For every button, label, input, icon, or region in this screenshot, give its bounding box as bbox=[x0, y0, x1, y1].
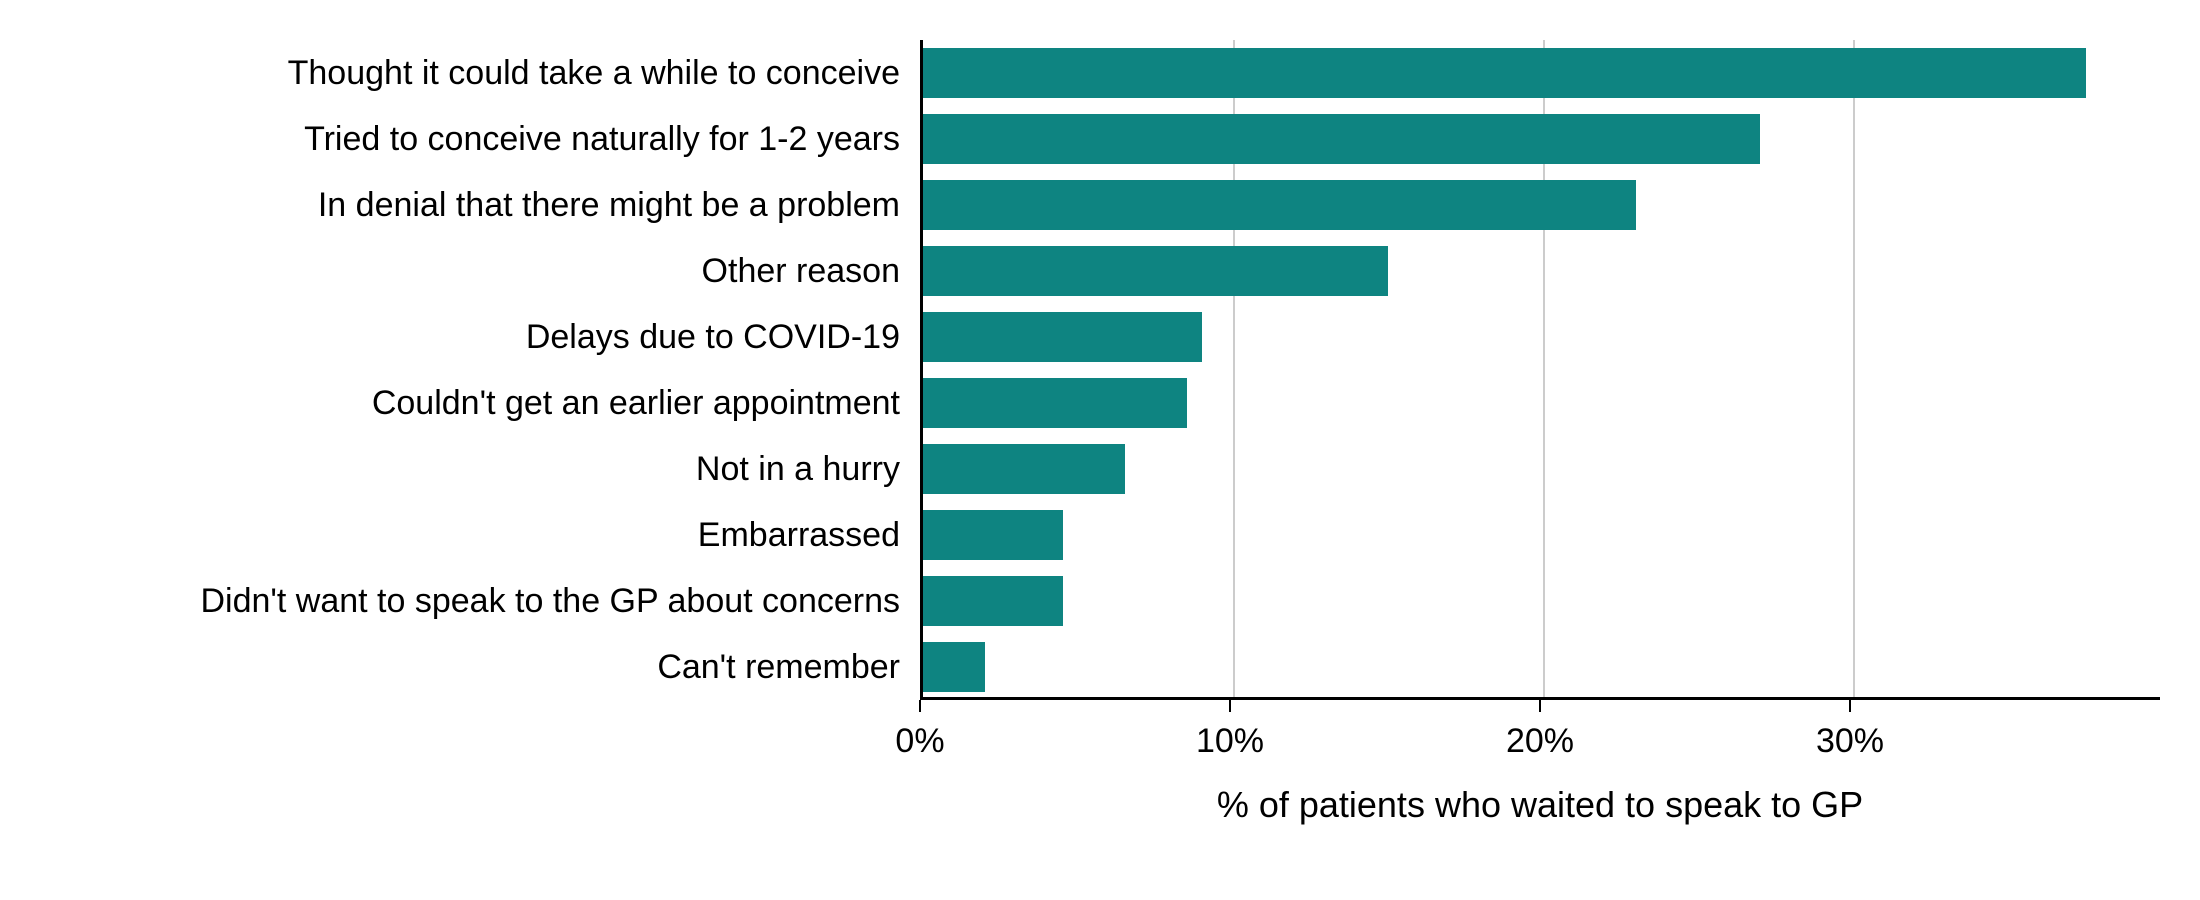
bar bbox=[923, 312, 1202, 363]
x-tick-mark bbox=[1229, 700, 1231, 712]
plot-area bbox=[920, 40, 2160, 700]
x-tick-label: 30% bbox=[1816, 722, 1884, 761]
bar bbox=[923, 642, 985, 693]
x-tick-label: 10% bbox=[1196, 722, 1264, 761]
x-tick-mark bbox=[919, 700, 921, 712]
category-label: Delays due to COVID-19 bbox=[0, 312, 900, 363]
category-label: Tried to conceive naturally for 1-2 year… bbox=[0, 114, 900, 165]
x-tick-label: 20% bbox=[1506, 722, 1574, 761]
bar bbox=[923, 180, 1636, 231]
gridline bbox=[1853, 40, 1855, 697]
bar bbox=[923, 444, 1125, 495]
category-label: Can't remember bbox=[0, 642, 900, 693]
bar bbox=[923, 114, 1760, 165]
x-axis-title: % of patients who waited to speak to GP bbox=[920, 784, 2160, 826]
bar bbox=[923, 378, 1187, 429]
category-label: Thought it could take a while to conceiv… bbox=[0, 48, 900, 99]
category-label: In denial that there might be a problem bbox=[0, 180, 900, 231]
category-label: Other reason bbox=[0, 246, 900, 297]
bar-chart: % of patients who waited to speak to GP … bbox=[0, 0, 2200, 900]
category-label: Not in a hurry bbox=[0, 444, 900, 495]
bar bbox=[923, 576, 1063, 627]
x-tick-mark bbox=[1849, 700, 1851, 712]
bar bbox=[923, 510, 1063, 561]
category-label: Didn't want to speak to the GP about con… bbox=[0, 576, 900, 627]
bar bbox=[923, 246, 1388, 297]
category-label: Embarrassed bbox=[0, 510, 900, 561]
x-tick-mark bbox=[1539, 700, 1541, 712]
category-label: Couldn't get an earlier appointment bbox=[0, 378, 900, 429]
bar bbox=[923, 48, 2086, 99]
x-tick-label: 0% bbox=[895, 722, 944, 761]
